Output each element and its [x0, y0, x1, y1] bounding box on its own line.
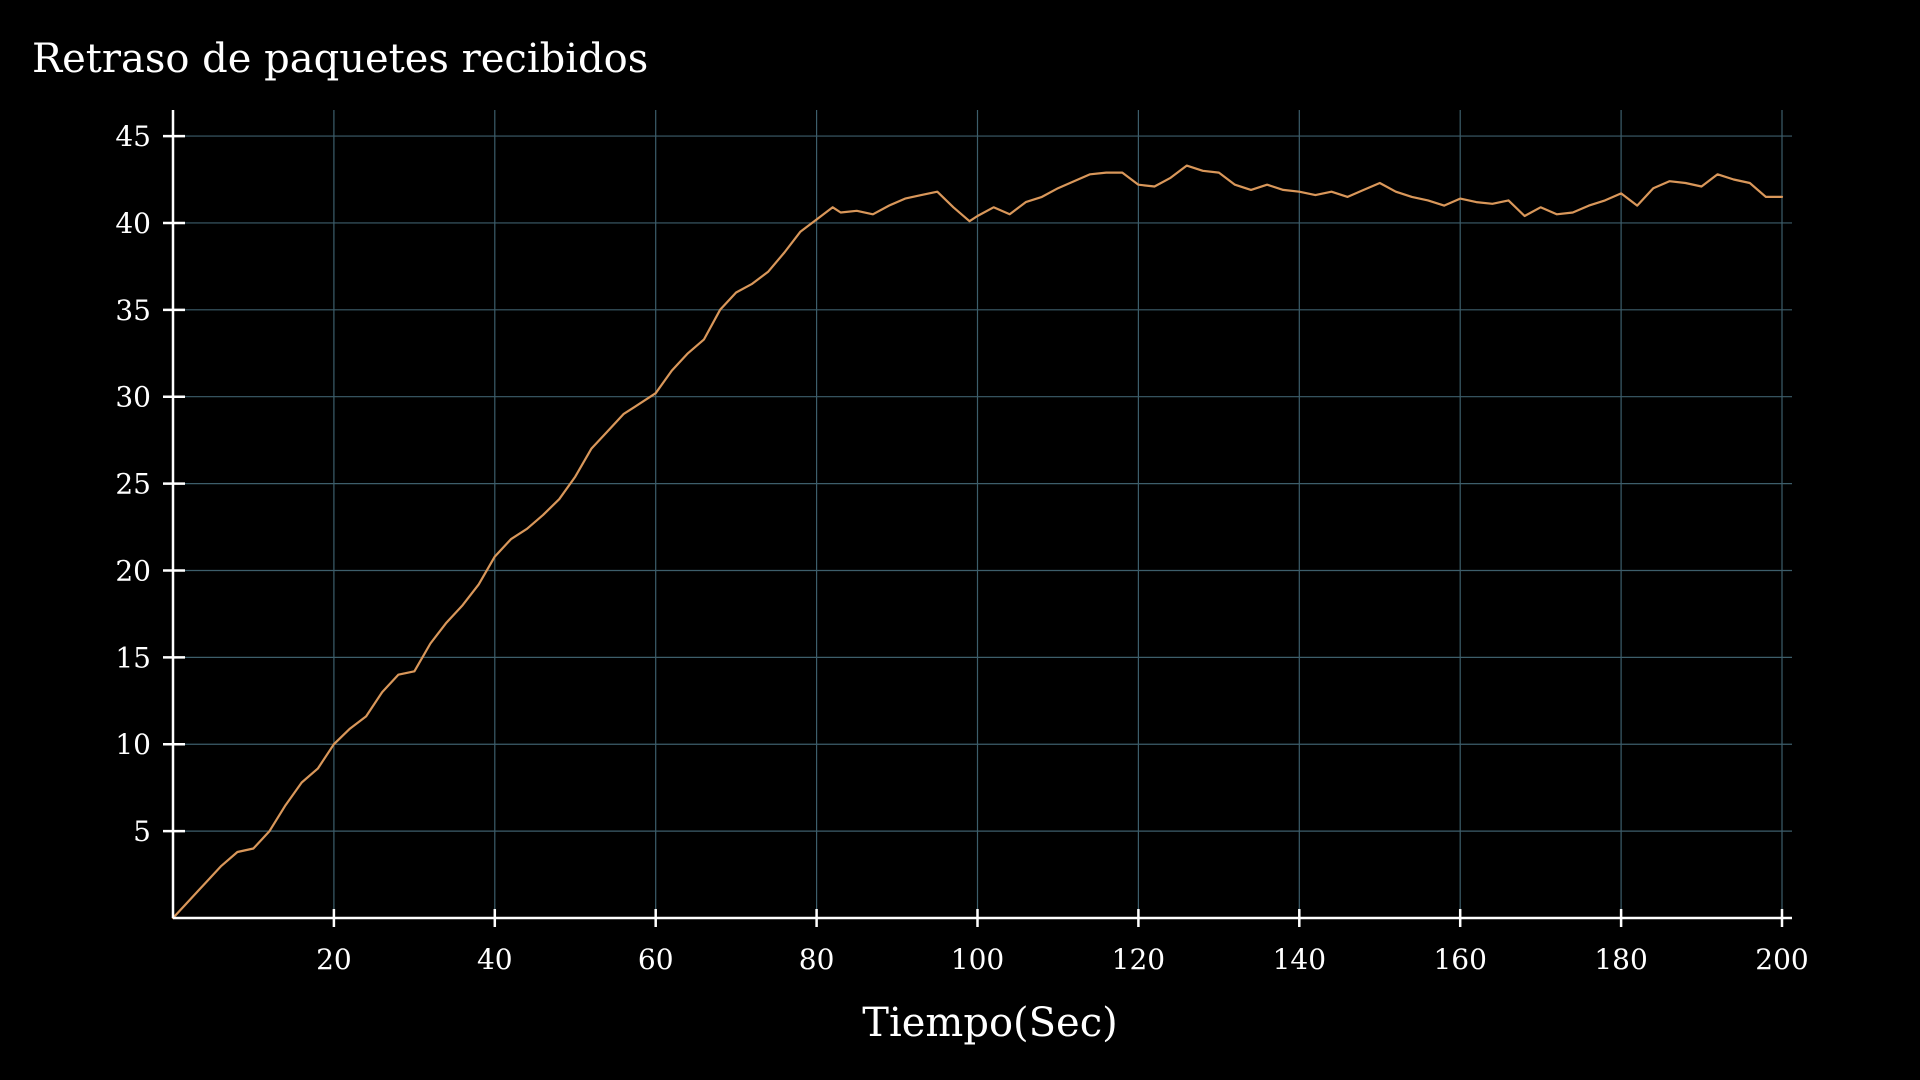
- x-tick-label-40: 40: [477, 943, 513, 976]
- x-tick-label-100: 100: [951, 943, 1004, 976]
- y-tick-label-40: 40: [115, 207, 151, 240]
- y-tick-label-30: 30: [115, 381, 151, 414]
- x-tick-label-140: 140: [1273, 943, 1326, 976]
- x-tick-label-180: 180: [1594, 943, 1647, 976]
- x-tick-label-120: 120: [1112, 943, 1165, 976]
- y-tick-label-10: 10: [115, 728, 151, 761]
- y-tick-label-35: 35: [115, 294, 151, 327]
- axes: [163, 110, 1792, 927]
- x-tick-label-80: 80: [799, 943, 835, 976]
- y-tick-label-5: 5: [133, 815, 151, 848]
- y-tick-label-45: 45: [115, 120, 151, 153]
- tick-labels: 20 40 60 80 100 120 140 160 180 200 5 10 15 20 25 30 35 4…: [115, 120, 1808, 976]
- x-tick-label-160: 160: [1433, 943, 1486, 976]
- series-line-0: [171, 164, 1784, 920]
- x-tick-label-60: 60: [638, 943, 674, 976]
- y-tick-label-20: 20: [115, 554, 151, 587]
- x-tick-label-20: 20: [316, 943, 352, 976]
- y-tick-label-25: 25: [115, 468, 151, 501]
- x-axis-label: Tiempo(Sec): [862, 1000, 1117, 1046]
- series-layer: [171, 164, 1784, 920]
- chart-title: Retraso de paquetes recibidos: [32, 36, 648, 82]
- y-tick-label-15: 15: [115, 641, 151, 674]
- x-tick-label-200: 200: [1755, 943, 1808, 976]
- grid: [173, 110, 1792, 918]
